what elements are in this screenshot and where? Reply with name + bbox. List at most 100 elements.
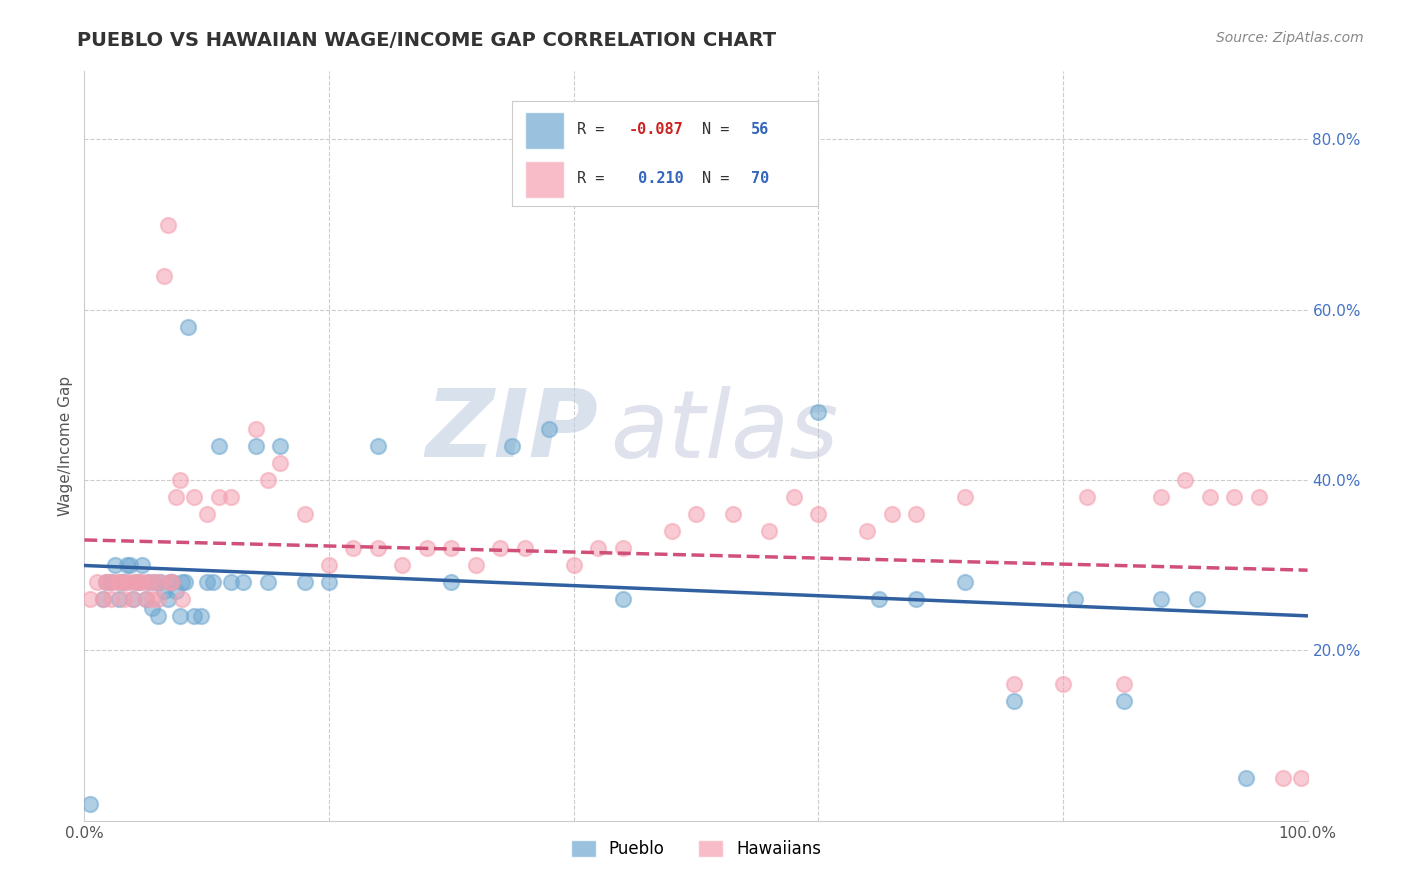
Point — [1247, 490, 1270, 504]
Point — [489, 541, 512, 556]
Point — [122, 592, 145, 607]
Point — [183, 490, 205, 504]
Text: Source: ZipAtlas.com: Source: ZipAtlas.com — [1216, 31, 1364, 45]
Point — [115, 575, 138, 590]
Text: ZIP: ZIP — [425, 385, 598, 477]
Point — [162, 575, 184, 590]
Point — [172, 592, 194, 607]
Point — [146, 592, 169, 607]
Point — [685, 507, 707, 521]
Point — [156, 592, 179, 607]
Point — [783, 490, 806, 504]
Point — [110, 575, 132, 590]
Point — [100, 575, 122, 590]
Point — [294, 575, 316, 590]
Point — [96, 575, 118, 590]
Point — [721, 507, 744, 521]
Point — [172, 575, 194, 590]
Point — [758, 524, 780, 538]
Point — [135, 592, 157, 607]
Point — [125, 575, 148, 590]
Point — [1272, 771, 1295, 785]
Point — [1002, 677, 1025, 691]
Point — [318, 558, 340, 573]
Point — [953, 575, 976, 590]
Point — [1223, 490, 1246, 504]
Point — [143, 575, 166, 590]
Point — [190, 609, 212, 624]
Point — [257, 575, 280, 590]
Point — [208, 439, 231, 453]
Y-axis label: Wage/Income Gap: Wage/Income Gap — [58, 376, 73, 516]
Point — [1150, 592, 1173, 607]
Point — [118, 575, 141, 590]
Point — [79, 797, 101, 811]
Point — [1064, 592, 1087, 607]
Point — [440, 541, 463, 556]
Point — [1291, 771, 1313, 785]
Point — [125, 575, 148, 590]
Point — [156, 218, 179, 232]
Legend: Pueblo, Hawaiians: Pueblo, Hawaiians — [564, 833, 828, 864]
Point — [112, 575, 135, 590]
Point — [440, 575, 463, 590]
Point — [807, 405, 830, 419]
Point — [122, 592, 145, 607]
Point — [245, 422, 267, 436]
Point — [318, 575, 340, 590]
Point — [128, 575, 150, 590]
Point — [141, 600, 163, 615]
Point — [1236, 771, 1258, 785]
Point — [219, 490, 242, 504]
Point — [100, 592, 122, 607]
Point — [416, 541, 439, 556]
Point — [107, 592, 129, 607]
Point — [245, 439, 267, 453]
Point — [1002, 694, 1025, 708]
Point — [79, 592, 101, 607]
Point — [905, 507, 928, 521]
Point — [107, 575, 129, 590]
Point — [141, 592, 163, 607]
Point — [131, 575, 153, 590]
Point — [208, 490, 231, 504]
Point — [1198, 490, 1220, 504]
Point — [97, 575, 120, 590]
Point — [257, 473, 280, 487]
Point — [169, 609, 191, 624]
Point — [165, 583, 187, 598]
Point — [136, 575, 159, 590]
Point — [110, 575, 132, 590]
Point — [538, 422, 561, 436]
Point — [135, 592, 157, 607]
Point — [177, 319, 200, 334]
Point — [391, 558, 413, 573]
Point — [136, 575, 159, 590]
Text: PUEBLO VS HAWAIIAN WAGE/INCOME GAP CORRELATION CHART: PUEBLO VS HAWAIIAN WAGE/INCOME GAP CORRE… — [77, 31, 776, 50]
Point — [159, 575, 181, 590]
Point — [153, 268, 176, 283]
Point — [869, 592, 891, 607]
Point — [1114, 677, 1136, 691]
Point — [367, 541, 389, 556]
Point — [367, 439, 389, 453]
Point — [513, 541, 536, 556]
Point — [201, 575, 224, 590]
Point — [502, 439, 524, 453]
Point — [342, 541, 364, 556]
Point — [143, 575, 166, 590]
Point — [86, 575, 108, 590]
Point — [91, 592, 114, 607]
Point — [91, 592, 114, 607]
Point — [219, 575, 242, 590]
Point — [183, 609, 205, 624]
Point — [131, 558, 153, 573]
Point — [195, 575, 218, 590]
Point — [146, 609, 169, 624]
Point — [104, 558, 127, 573]
Point — [1150, 490, 1173, 504]
Point — [112, 592, 135, 607]
Point — [856, 524, 879, 538]
Point — [294, 507, 316, 521]
Point — [612, 541, 634, 556]
